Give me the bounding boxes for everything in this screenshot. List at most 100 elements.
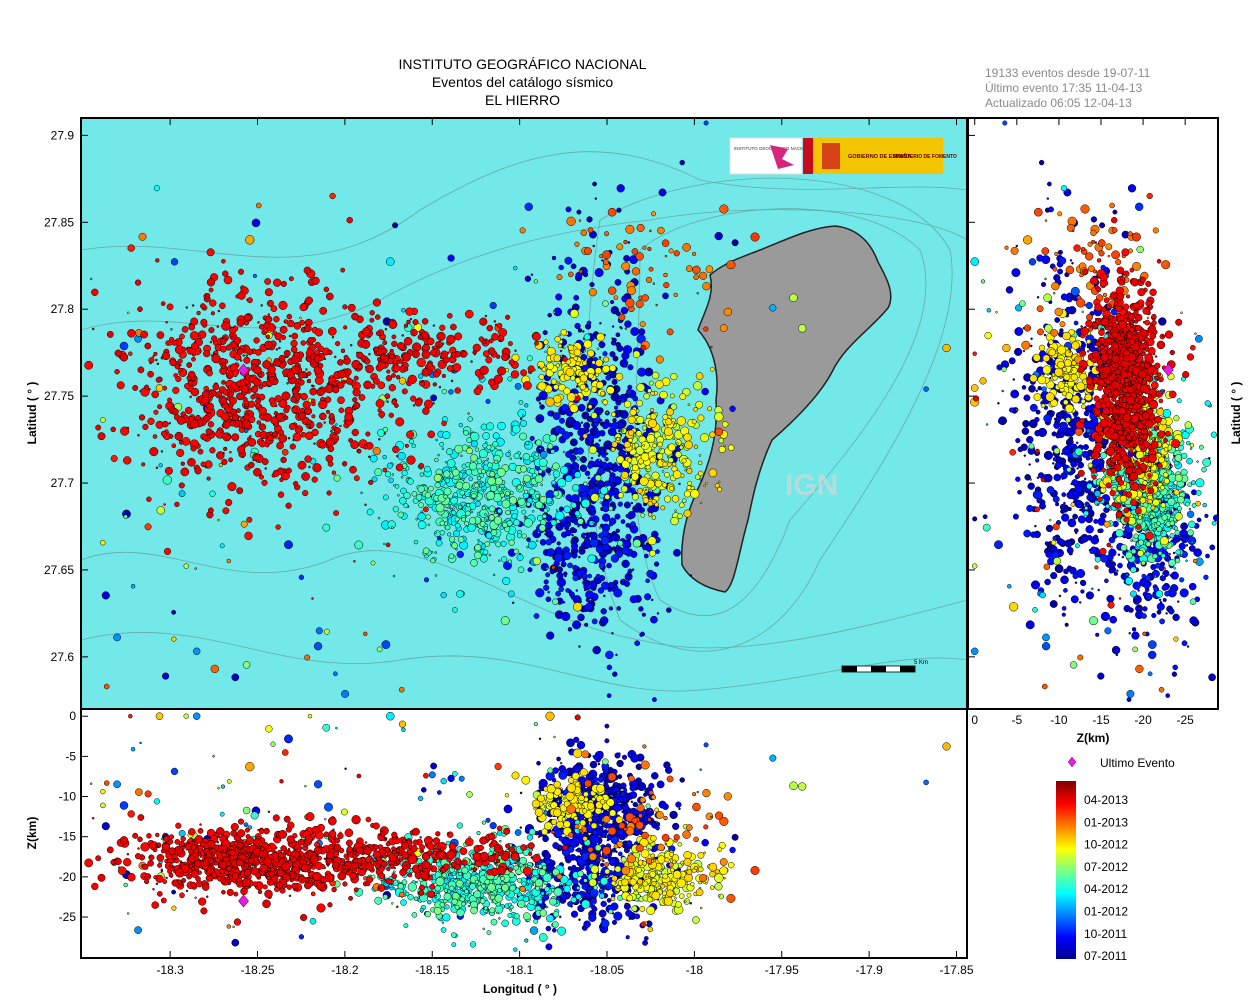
event-point (372, 447, 381, 456)
event-point (132, 384, 139, 391)
event-point (170, 258, 179, 266)
event-point (421, 787, 427, 793)
event-point (313, 354, 322, 363)
event-point (618, 822, 626, 830)
event-point (695, 372, 704, 380)
event-point (279, 362, 286, 369)
event-point (436, 331, 446, 341)
event-point (570, 263, 577, 270)
event-point (558, 771, 568, 780)
event-point (470, 510, 474, 514)
event-point (253, 468, 262, 477)
event-point (535, 493, 540, 499)
event-point (601, 504, 610, 512)
event-point (322, 523, 331, 532)
event-point (608, 475, 617, 484)
event-point (584, 890, 587, 894)
event-point (610, 299, 615, 305)
event-point (642, 880, 649, 887)
event-point (263, 413, 272, 422)
event-point (251, 218, 261, 228)
event-point (592, 181, 597, 187)
event-point (489, 907, 496, 914)
event-point (587, 581, 591, 584)
event-point (20, 602, 27, 609)
event-point (278, 340, 282, 343)
event-point (551, 565, 556, 570)
event-point (183, 563, 189, 569)
event-point (666, 455, 670, 459)
event-point (522, 381, 532, 390)
event-point (203, 349, 211, 358)
event-point (616, 606, 621, 611)
event-point (620, 397, 626, 403)
event-point (538, 737, 542, 741)
event-point (608, 606, 614, 611)
event-point (582, 433, 588, 439)
event-point (440, 777, 447, 785)
event-point (616, 243, 624, 251)
event-point (586, 320, 592, 326)
event-point (558, 915, 562, 919)
event-point (439, 324, 446, 331)
event-point (174, 363, 181, 370)
event-point (657, 855, 666, 864)
event-point (178, 482, 185, 489)
event-point (628, 891, 631, 894)
event-point (621, 878, 629, 887)
event-point (545, 467, 552, 474)
event-point (570, 542, 579, 550)
event-point (505, 451, 511, 458)
event-point (100, 540, 106, 546)
event-point (631, 568, 635, 571)
event-point (290, 346, 298, 353)
event-point (540, 903, 545, 909)
event-point (443, 892, 452, 901)
event-point (681, 443, 684, 446)
event-point (544, 886, 550, 892)
event-point (377, 516, 381, 520)
event-point (627, 568, 633, 574)
event-point (441, 373, 446, 378)
event-point (457, 504, 463, 510)
event-point (511, 601, 515, 605)
event-point (588, 505, 596, 513)
event-point (648, 380, 654, 386)
event-point (556, 873, 563, 880)
event-point (486, 444, 492, 450)
event-point (489, 471, 496, 478)
event-point (458, 422, 463, 428)
event-point (242, 354, 245, 357)
event-point (516, 877, 522, 883)
event-point (399, 497, 407, 505)
event-point (674, 451, 682, 458)
event-point (639, 507, 645, 513)
event-point (648, 418, 657, 428)
event-point (687, 403, 691, 406)
event-point (67, 277, 73, 283)
event-point (542, 513, 547, 519)
event-point (602, 250, 611, 260)
event-point (599, 856, 604, 861)
event-point (347, 303, 356, 312)
event-point (718, 437, 725, 444)
event-point (651, 772, 659, 780)
event-point (190, 317, 199, 326)
event-point (575, 360, 581, 366)
event-point (521, 414, 525, 417)
event-point (95, 424, 102, 431)
event-point (185, 306, 189, 309)
event-point (413, 896, 419, 901)
event-point (566, 416, 575, 426)
event-point (632, 350, 641, 359)
event-point (661, 239, 670, 247)
event-point (196, 310, 201, 316)
event-point (621, 485, 628, 493)
event-point (682, 243, 691, 252)
event-point (545, 859, 551, 865)
event-point (426, 337, 435, 346)
event-point (458, 775, 465, 782)
event-point (314, 328, 324, 337)
event-point (316, 388, 325, 397)
event-point (120, 426, 130, 436)
